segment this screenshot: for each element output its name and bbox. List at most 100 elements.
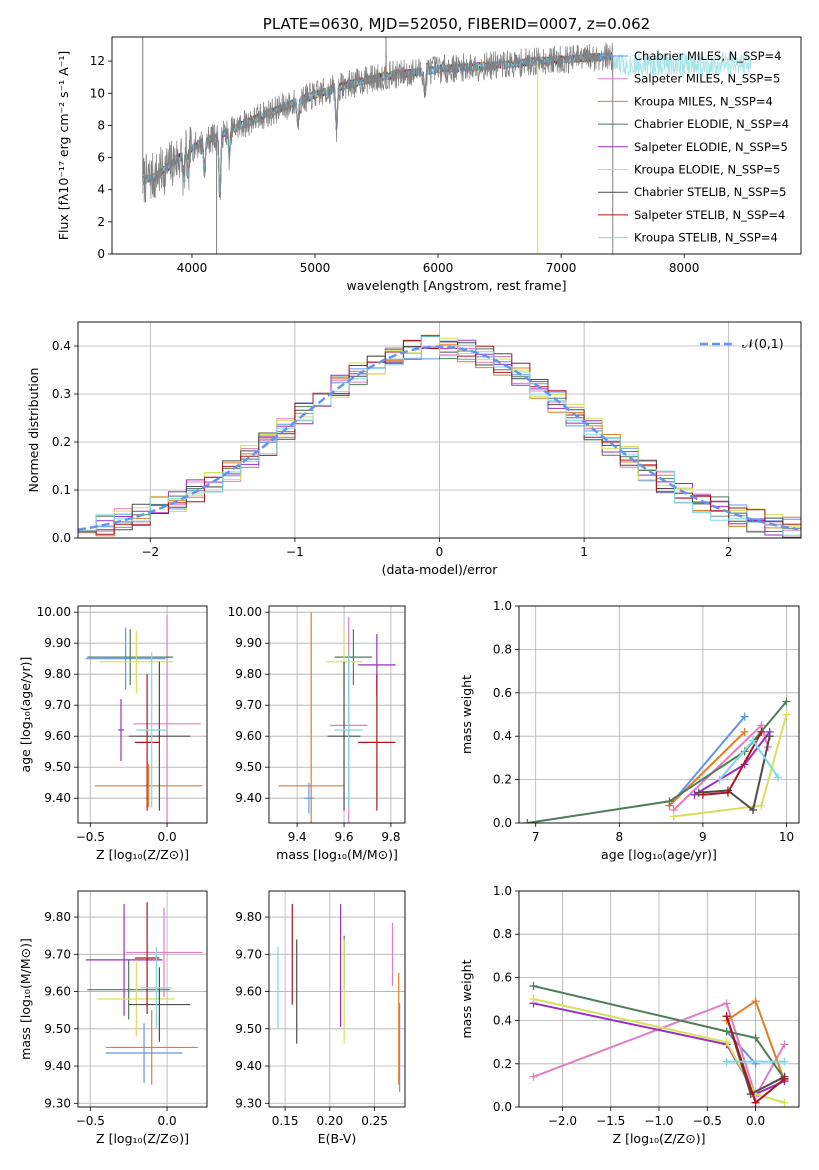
y-tick-label: 9.30 [44,1096,71,1110]
legend-entry-kroupa-elodie: Kroupa ELODIE, N_SSP=5 [634,163,780,177]
errorbar-chabrier-elodie [334,629,373,686]
weight-point-salpeter-miles [722,999,731,1008]
y-tick-label: 0.6 [493,686,512,700]
x-tick-label: 8 [615,830,623,844]
y-tick-label: 10 [90,86,105,100]
y-tick-label: 1.0 [493,599,512,613]
legend-entry-salpeter-elodie: Salpeter ELODIE, N_SSP=5 [634,140,788,154]
y-tick-label: 0.6 [493,970,512,984]
y-tick-label: 0.8 [493,927,512,941]
y-tick-label: 2 [97,215,105,229]
weight-line-chabrier-miles [668,716,746,807]
y-tick-label: 10.00 [37,605,71,619]
errorbar-salpeter-stelib [134,674,160,811]
x-tick-label: 0.0 [746,1114,765,1128]
y-tick-label: 10.00 [228,605,262,619]
weight-line-chabrier-elodie [527,700,788,823]
axes-frame [77,890,208,1108]
z_mass-plot: −0.5 0.0 9.30 9.40 9.50 9.60 9.70 9.80 Z [log₁₀(… [18,890,208,1146]
weight-point-chabrier-elodie [529,982,538,991]
y-tick-label: 0.3 [52,387,71,401]
x-axis-label: wavelength [Angstrom, rest frame] [346,278,566,293]
weight-point-kroupa-stelib [749,736,758,745]
errorbar-salpeter-elodie [85,904,163,1016]
weight-point-salpeter-stelib [757,727,766,736]
y-tick-label: 8 [97,118,105,132]
axes-frame [77,321,802,539]
x-axis-label: E(B-V) [318,1131,357,1146]
x-tick-label: −0.5 [76,830,105,844]
x-tick-label: 2 [725,545,733,559]
axes-frame [268,890,406,1108]
y-tick-label: 9.40 [235,791,262,805]
x-tick-label: −1 [286,545,304,559]
weight-point-kroupa-stelib [780,1057,789,1066]
weight-point-salpeter-miles [780,1040,789,1049]
y-tick-label: 0.8 [493,642,512,656]
weight-line-salpeter-miles [533,1001,786,1099]
y-tick-label: 9.70 [235,947,262,961]
errorbar-kroupa-miles [105,1010,198,1085]
y-tick-label: 9.40 [44,1059,71,1073]
weight-point-chabrier-stelib [694,788,703,797]
errorbar-salpeter-miles [125,907,203,998]
x-tick-label: 9.4 [288,830,307,844]
residuals-plot: −2 −1 0 1 2 0.0 0.1 0.2 0.3 0.4 (data-model)/error… [26,321,802,577]
y-tick-label: 9.50 [235,1022,262,1036]
errorbar-chabrier-stelib [128,661,191,811]
errorbar-salpeter-miles [133,615,201,823]
weight-point-kroupa-elodie [722,1038,731,1047]
axes-frame [518,890,800,1108]
spectrum-red-tail [612,52,752,77]
errorbar-salpeter-elodie [117,699,125,761]
y-tick-label: 0.0 [493,1100,512,1114]
y-tick-label: 0.4 [493,1014,512,1028]
legend-entry-chabrier-stelib: Chabrier STELIB, N_SSP=5 [634,185,786,199]
errorbar-kroupa-stelib [136,652,168,808]
mass_age-plot: 9.4 9.6 9.8 9.40 9.50 9.60 9.70 9.80 9.90 10.00 ma… [228,605,406,862]
legend-entry-salpeter-stelib: Salpeter STELIB, N_SSP=4 [634,208,785,222]
errorbar-chabrier-elodie [87,629,174,686]
x-axis-label: Z [log₁₀(Z/Z⊙)] [96,1131,189,1146]
legend: Chabrier MILES, N_SSP=4 Salpeter MILES, N… [598,49,789,245]
age_weight-content [523,697,791,823]
y-tick-label: 9.80 [44,910,71,924]
weight-point-kroupa-stelib [774,773,783,782]
errorbar-salpeter-stelib [358,674,396,811]
errorbar-chabrier-stelib [327,661,361,811]
axes-frame [268,605,406,824]
y-tick-label: 9.50 [235,760,262,774]
y-tick-label: 9.90 [235,636,262,650]
y-tick-label: 6 [97,151,105,165]
y-tick-label: 0.2 [493,1057,512,1071]
errorbar-chabrier-miles [105,1023,183,1083]
weight-point-kroupa-stelib [715,775,724,784]
weight-point-salpeter-stelib [751,1098,760,1107]
x-tick-label: −1.5 [596,1114,625,1128]
legend-entry-chabrier-elodie: Chabrier ELODIE, N_SSP=4 [634,117,789,131]
y-axis-label: Normed distribution [26,368,41,493]
x-tick-label: 6000 [423,261,454,275]
spectrum-plot: 4000 5000 6000 7000 8000 0 2 4 6 8 10 12 wavelength … [56,15,802,293]
y-tick-label: 9.70 [44,947,71,961]
x-tick-label: 1 [580,545,588,559]
z_age-content [85,615,203,823]
y-tick-label: 9.60 [44,985,71,999]
axes-frame [111,36,802,255]
x-tick-label: −0.5 [693,1114,722,1128]
ebv_mass-content [277,904,401,1093]
y-tick-label: 9.60 [44,729,71,743]
weight-point-salpeter-stelib [722,1012,731,1021]
x-tick-label: 10 [779,830,794,844]
weight-point-salpeter-elodie [690,790,699,799]
weight-point-chabrier-elodie [751,1033,760,1042]
y-tick-label: 9.50 [44,1022,71,1036]
errorbar-salpeter-stelib [134,902,160,1014]
x-tick-label: 7 [532,830,540,844]
weight-point-kroupa-elodie [780,1098,789,1107]
weight-point-chabrier-stelib [765,732,774,741]
normal-distribution-curve [78,345,799,531]
y-tick-label: 9.80 [44,667,71,681]
y-tick-label: 9.60 [235,729,262,743]
x-tick-label: 9 [699,830,707,844]
